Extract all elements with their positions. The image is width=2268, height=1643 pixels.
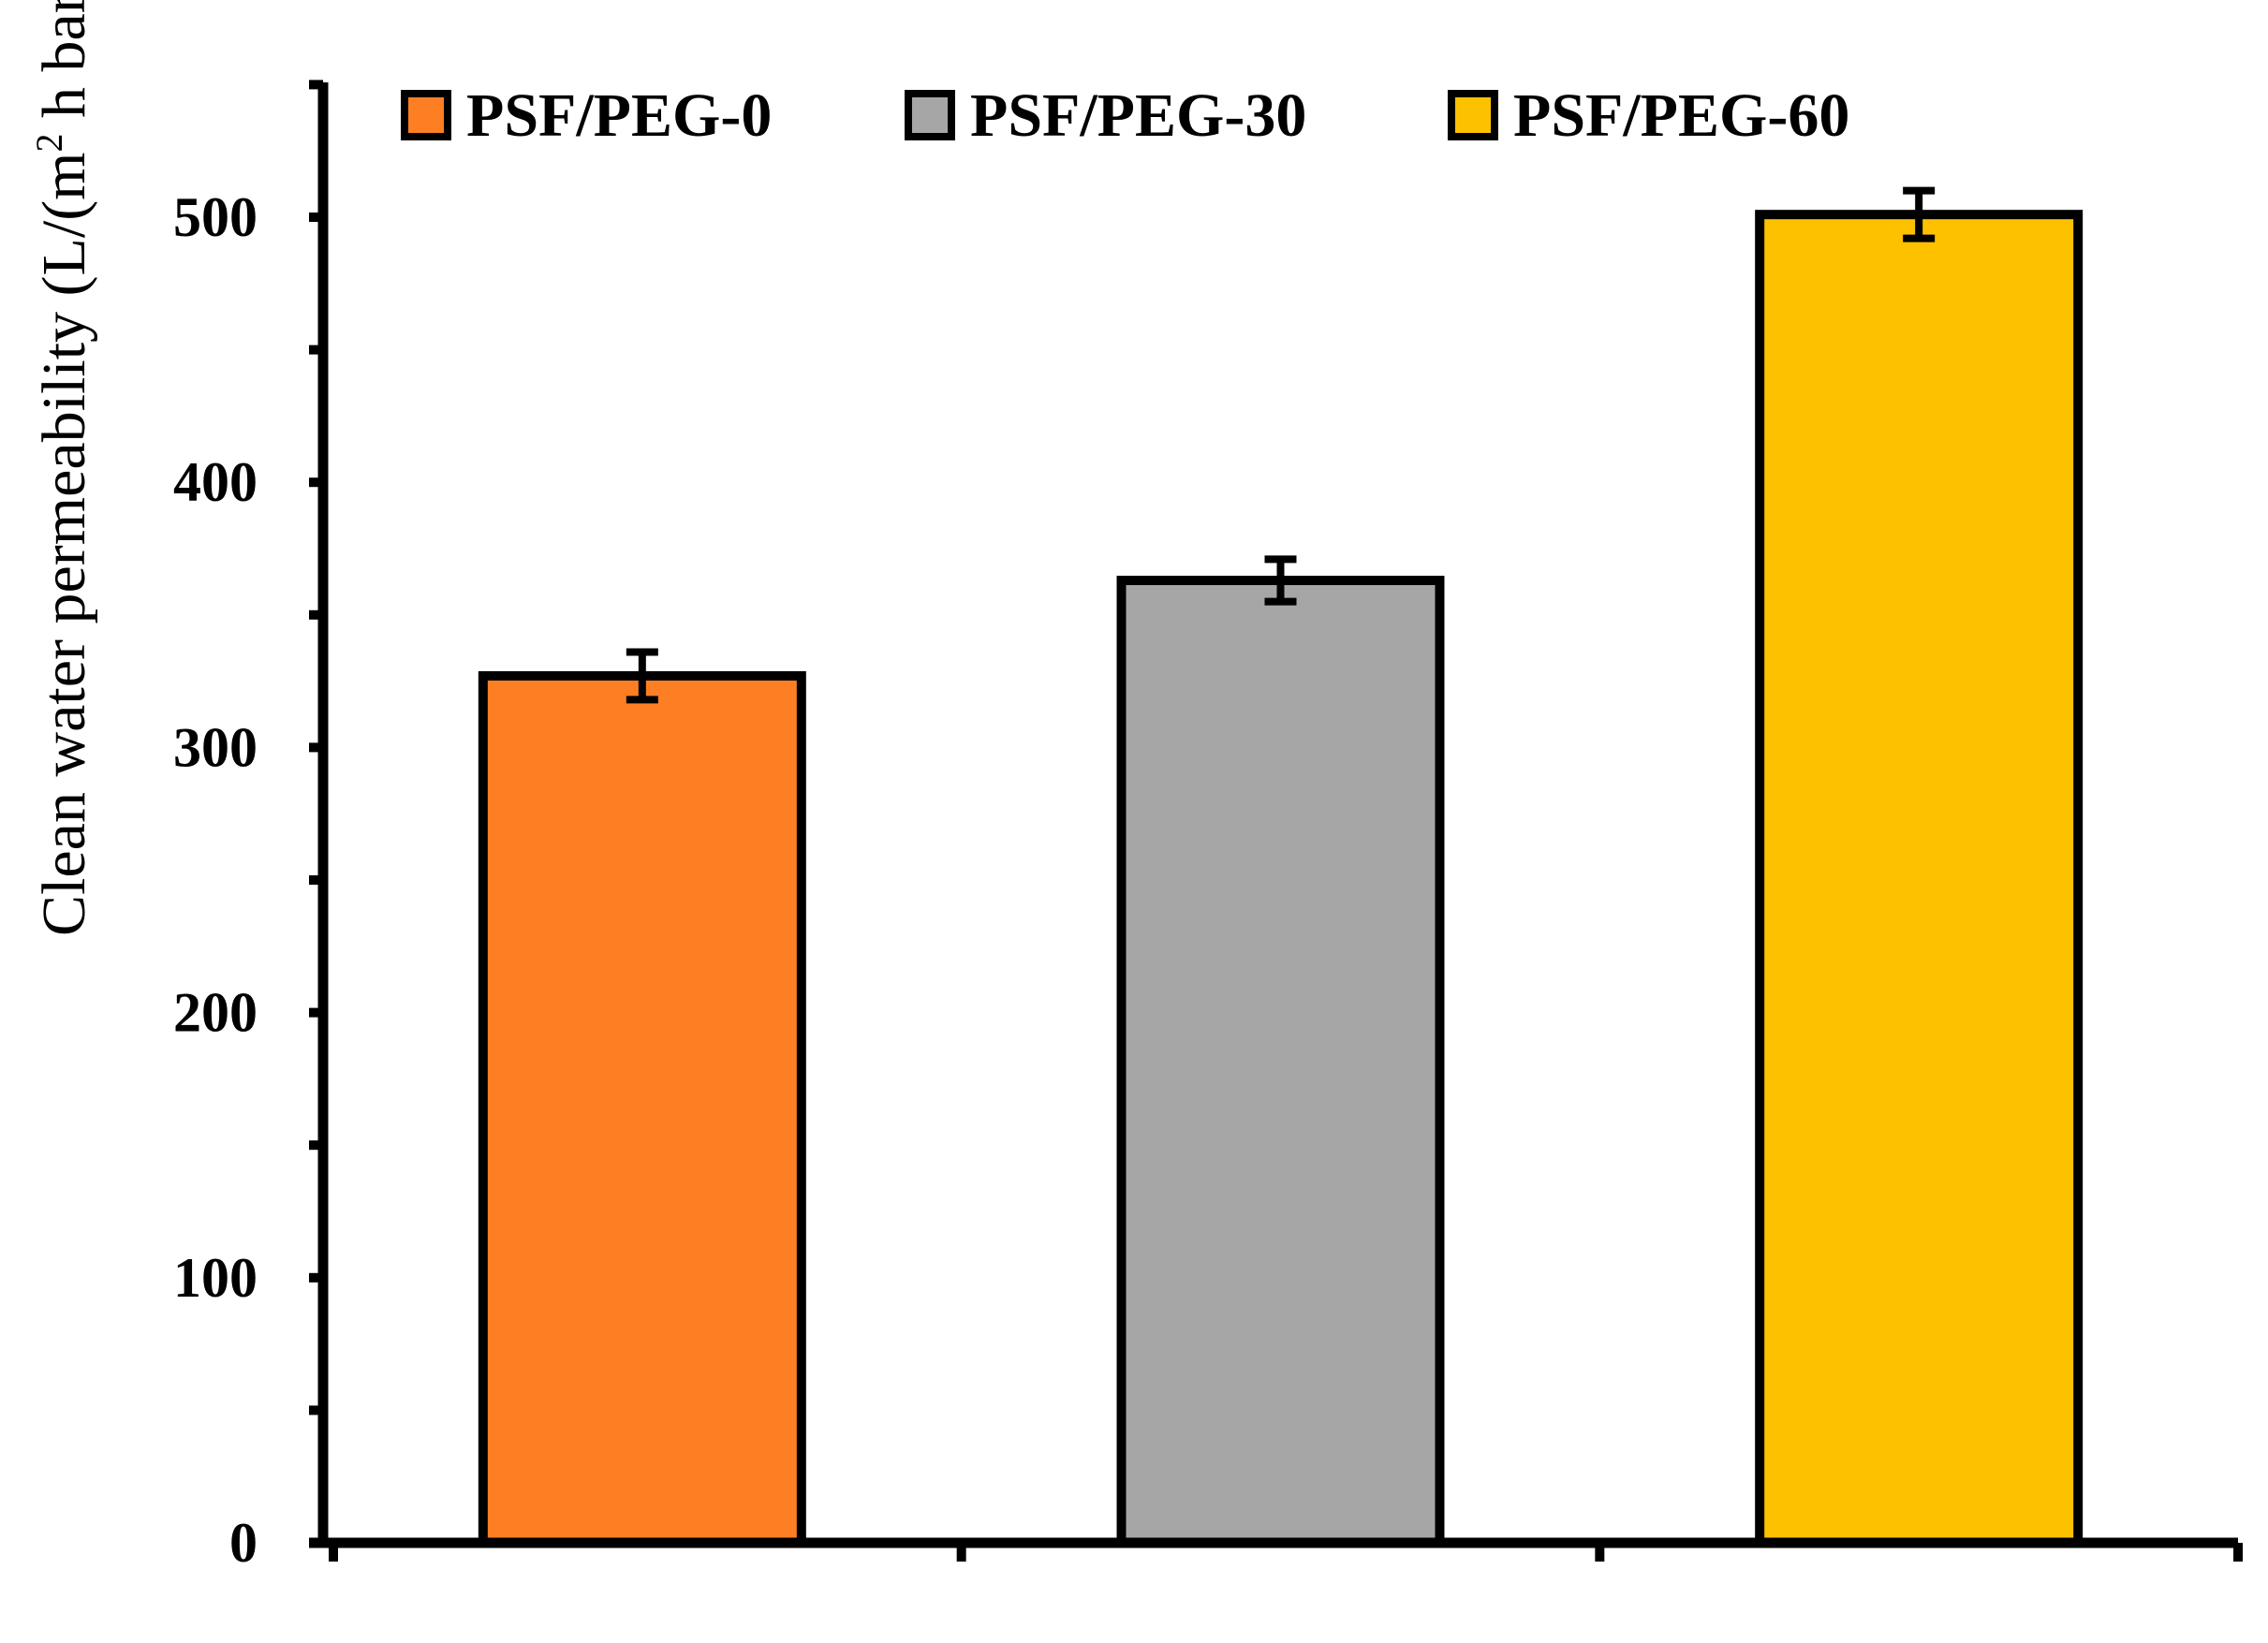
legend: PSF/PEG-0 PSF/PEG-30 PSF/PEG-60	[401, 81, 1849, 150]
y-axis-title: Clean water permeability (L/(m2 h bar))	[28, 0, 98, 936]
legend-swatch-psf-peg-0	[401, 90, 451, 140]
y-tick-label: 0	[229, 1512, 258, 1574]
y-tick-label: 200	[173, 982, 258, 1044]
bar-psf-peg-30	[1116, 575, 1445, 1548]
plot-area: 0 100 200 300 400 500	[173, 80, 2243, 1574]
legend-label: PSF/PEG-30	[970, 81, 1306, 150]
y-axis-title-superscript: 2	[28, 133, 70, 152]
y-tick-label: 400	[173, 451, 258, 513]
y-axis-title-end: h bar))	[30, 0, 98, 133]
y-axis-title-main: Clean water permeability (L/(m	[30, 152, 98, 936]
y-tick-label: 300	[173, 716, 258, 778]
legend-swatch-psf-peg-60	[1448, 90, 1498, 140]
legend-swatch-psf-peg-30	[905, 90, 955, 140]
legend-label: PSF/PEG-0	[466, 81, 772, 150]
bar-psf-peg-60	[1755, 210, 2084, 1548]
y-tick-label: 100	[173, 1247, 258, 1309]
y-tick-label: 500	[173, 186, 258, 248]
legend-label: PSF/PEG-60	[1513, 81, 1849, 150]
bar-psf-peg-0	[478, 670, 806, 1548]
